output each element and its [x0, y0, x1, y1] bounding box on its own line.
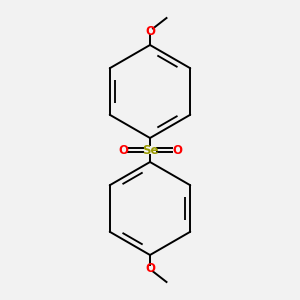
Text: Se: Se [142, 143, 158, 157]
Text: O: O [145, 25, 155, 38]
Text: O: O [172, 143, 182, 157]
Text: O: O [145, 262, 155, 275]
Text: O: O [118, 143, 128, 157]
